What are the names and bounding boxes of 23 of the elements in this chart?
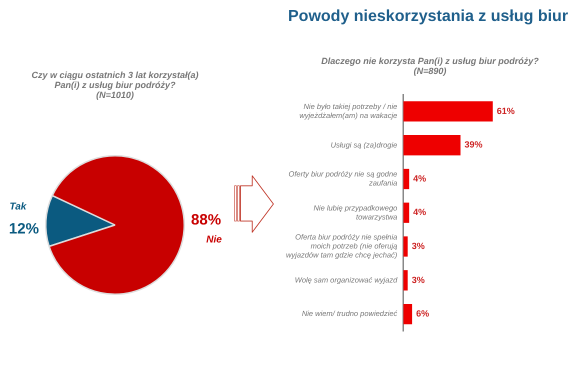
bar [403, 202, 410, 223]
slice-label: Nie [206, 234, 222, 246]
data-label: 4% [413, 207, 426, 218]
data-label: 39% [464, 140, 483, 150]
slice-label: Tak [9, 201, 27, 212]
data-label: 12% [8, 220, 39, 238]
bar [403, 101, 493, 122]
bar [403, 236, 408, 257]
data-label: 88% [191, 212, 222, 229]
data-label: 3% [412, 241, 425, 252]
bar [403, 270, 408, 290]
data-label: 6% [416, 308, 430, 319]
chart-title: Powody nieskorzystania z usług biur [287, 7, 570, 26]
data-label: 4% [413, 173, 426, 184]
data-label: 3% [412, 274, 425, 285]
chart-title: Czy w ciągu ostatnich 3 lat korzystał(a) Pan(i) z usług biur podróży? [30, 70, 200, 90]
bar [403, 168, 410, 190]
bar [403, 135, 461, 156]
chart-subtitle: (N=1010) [95, 90, 135, 100]
text: (N=890) [412, 66, 448, 76]
bar [403, 304, 412, 324]
chart-subtitle: Dlaczego nie korzysta Pan(i) z usług biur podróży? [320, 56, 540, 66]
data-label: 61% [496, 106, 515, 116]
